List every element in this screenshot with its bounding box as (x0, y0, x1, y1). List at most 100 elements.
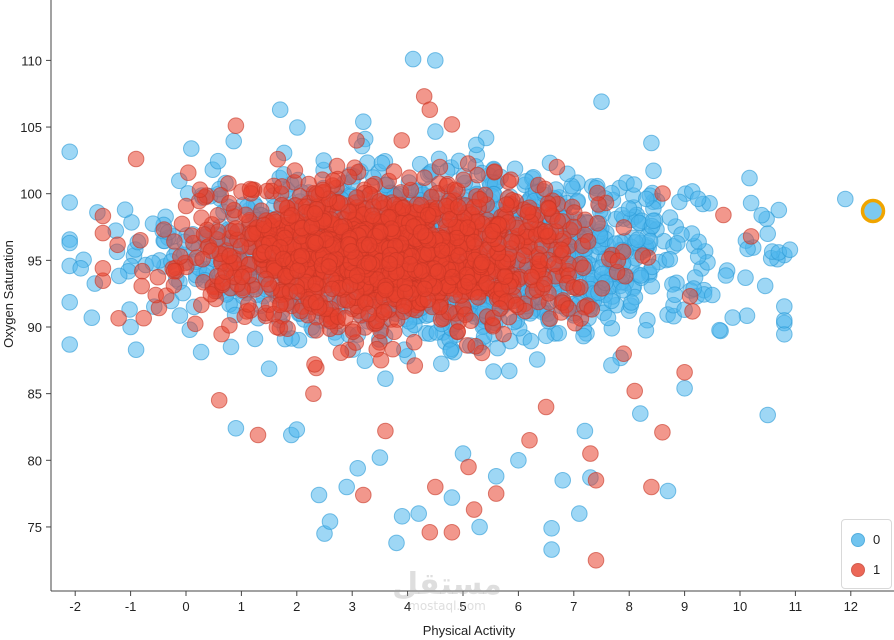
point-series-1 (240, 296, 257, 313)
point-series-1 (187, 315, 204, 333)
point-series-1 (307, 234, 324, 252)
point-series-1 (634, 247, 652, 264)
point-series-1 (221, 317, 238, 334)
point-series-1 (416, 169, 433, 186)
point-series-0 (83, 309, 101, 327)
points-layer (61, 50, 882, 569)
point-series-1 (593, 280, 611, 297)
point-series-0 (689, 190, 707, 208)
point-series-1 (307, 293, 325, 311)
point-series-1 (590, 196, 607, 213)
point-series-0 (321, 513, 339, 530)
point-series-1 (244, 225, 262, 243)
point-series-1 (232, 238, 250, 255)
point-series-1 (109, 236, 126, 254)
x-tick-label: 3 (349, 599, 356, 614)
point-series-1 (371, 193, 389, 210)
point-series-1 (364, 207, 381, 224)
point-series-1 (496, 268, 514, 285)
point-series-0 (599, 309, 617, 327)
point-series-1 (503, 233, 520, 250)
point-series-1 (502, 171, 520, 188)
point-series-0 (615, 282, 632, 299)
point-series-1 (135, 309, 152, 327)
point-series-0 (72, 260, 89, 277)
point-series-0 (393, 508, 411, 525)
point-series-0 (571, 505, 588, 522)
point-series-0 (61, 336, 78, 353)
x-tick-label: 5 (459, 599, 466, 614)
point-series-1 (202, 286, 220, 303)
point-series-0 (271, 101, 289, 118)
point-series-1 (443, 116, 461, 133)
point-series-0 (468, 136, 485, 154)
point-series-1 (643, 478, 660, 496)
point-series-1 (589, 215, 606, 232)
point-series-1 (221, 247, 238, 265)
point-series-0 (776, 298, 793, 315)
point-series-1 (360, 236, 378, 254)
point-series-1 (583, 301, 601, 318)
point-series-0 (471, 518, 488, 536)
point-series-1 (344, 323, 362, 341)
point-series-1 (360, 305, 378, 323)
point-series-1 (615, 219, 633, 236)
point-series-1 (553, 241, 570, 259)
point-series-1 (332, 344, 350, 362)
point-series-1 (560, 300, 577, 317)
point-series-1 (541, 310, 559, 327)
point-series-0 (310, 486, 328, 504)
highlighted-point[interactable] (860, 198, 886, 224)
point-series-1 (531, 252, 549, 270)
point-series-1 (385, 163, 403, 180)
point-series-1 (478, 275, 495, 292)
point-series-1 (469, 289, 487, 306)
point-series-0 (338, 478, 356, 496)
point-series-1 (450, 247, 468, 264)
point-series-1 (133, 277, 150, 295)
point-series-1 (654, 185, 671, 202)
x-tick-label: 4 (404, 599, 411, 614)
point-series-0 (666, 286, 684, 304)
point-series-1 (110, 310, 127, 327)
point-series-0 (522, 332, 540, 350)
point-series-1 (127, 150, 145, 168)
legend-item-0[interactable]: 0 (851, 532, 880, 547)
point-series-1 (149, 268, 167, 286)
legend-label-0: 0 (873, 532, 881, 547)
point-series-0 (603, 357, 620, 374)
legend-item-1[interactable]: 1 (851, 562, 880, 577)
point-series-1 (306, 356, 323, 373)
point-series-0 (222, 338, 240, 356)
point-series-0 (629, 231, 646, 248)
y-ticks: 75 80 85 90 95 100 105 110 (20, 53, 51, 535)
point-series-1 (471, 191, 489, 208)
point-series-1 (193, 296, 210, 314)
point-series-1 (307, 275, 325, 293)
point-series-0 (632, 405, 649, 422)
point-series-1 (385, 323, 403, 341)
point-series-0 (625, 176, 643, 193)
point-series-1 (165, 262, 183, 280)
point-series-0 (741, 169, 758, 187)
point-series-1 (393, 132, 411, 149)
point-series-1 (293, 247, 310, 265)
point-series-0 (110, 267, 128, 285)
y-tick-label: 105 (20, 120, 42, 135)
point-series-0 (485, 363, 502, 380)
point-series-0 (388, 534, 405, 552)
x-tick-label: 8 (626, 599, 633, 614)
point-series-0 (738, 307, 756, 325)
point-series-1 (375, 303, 393, 321)
point-series-0 (623, 294, 640, 311)
point-series-1 (449, 198, 467, 216)
point-series-1 (286, 162, 304, 179)
point-series-0 (638, 190, 655, 208)
point-series-0 (192, 343, 210, 361)
point-series-0 (209, 152, 227, 170)
point-series-1 (217, 263, 234, 281)
point-series-1 (416, 280, 433, 298)
point-series-1 (269, 150, 287, 168)
point-series-1 (465, 501, 483, 518)
legend-label-1: 1 (873, 562, 881, 577)
